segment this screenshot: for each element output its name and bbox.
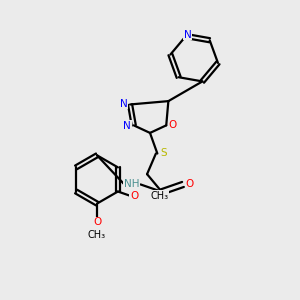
Text: CH₃: CH₃ — [150, 191, 168, 201]
Text: N: N — [184, 30, 191, 40]
Text: N: N — [120, 99, 128, 109]
Text: O: O — [169, 120, 177, 130]
Text: NH: NH — [124, 179, 140, 190]
Text: CH₃: CH₃ — [88, 230, 106, 239]
Text: O: O — [130, 191, 138, 201]
Text: O: O — [93, 217, 101, 227]
Text: S: S — [160, 148, 167, 158]
Text: O: O — [185, 179, 194, 190]
Text: N: N — [123, 121, 131, 131]
